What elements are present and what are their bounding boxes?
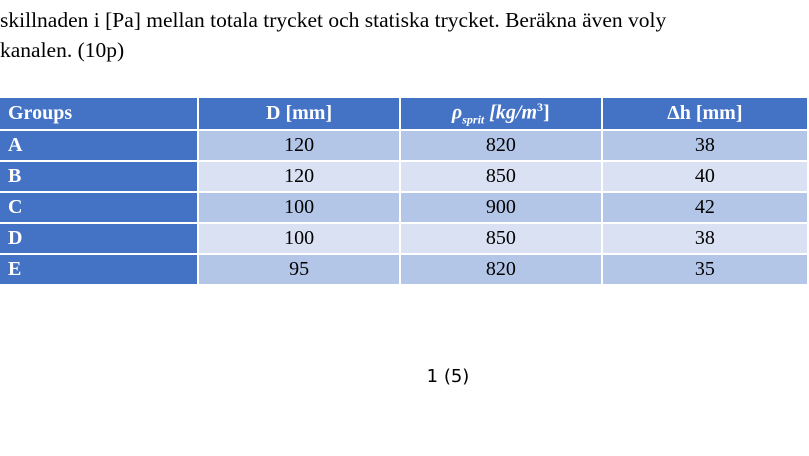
table-row: C 100 900 42: [0, 193, 807, 222]
value-cell: 38: [602, 224, 807, 253]
value-cell: 100: [199, 224, 399, 253]
table-row: B 120 850 40: [0, 162, 807, 191]
group-cell: A: [0, 131, 198, 160]
body-text: skillnaden i [Pa] mellan totala trycket …: [0, 8, 667, 32]
value-cell: 95: [199, 255, 399, 284]
group-cell: E: [0, 255, 198, 284]
header-cell: D [mm]: [199, 98, 399, 129]
value-cell: 120: [199, 131, 399, 160]
value-cell: 100: [199, 193, 399, 222]
table-body: A 120 820 38 B 120 850 40 C 100 900 42 D 100 850 38 E 95 8…: [0, 131, 807, 284]
value-cell: 850: [400, 224, 601, 253]
unit-close: ]: [543, 101, 550, 124]
value-cell: 900: [400, 193, 601, 222]
value-cell: 820: [400, 255, 601, 284]
data-table: Groups D [mm] ρsprit [kg/m3] Δh [mm] A 12…: [0, 96, 809, 286]
header-cell: Groups: [0, 98, 198, 129]
subscript: sprit: [462, 112, 485, 127]
value-cell: 40: [602, 162, 807, 191]
table-row: D 100 850 38: [0, 224, 807, 253]
value-cell: 120: [199, 162, 399, 191]
body-text: kanalen. (10p): [0, 38, 125, 62]
header-cell: ρsprit [kg/m3]: [400, 98, 601, 129]
group-cell: D: [0, 224, 198, 253]
unit: [kg/m: [489, 101, 538, 124]
group-cell: C: [0, 193, 198, 222]
value-cell: 42: [602, 193, 807, 222]
value-cell: 38: [602, 131, 807, 160]
page-number: 1 (5): [426, 366, 470, 387]
value-cell: 820: [400, 131, 601, 160]
value-cell: 35: [602, 255, 807, 284]
symbol: ρ: [451, 101, 463, 124]
superscript: 3: [537, 99, 544, 114]
table-row: A 120 820 38: [0, 131, 807, 160]
table-row: E 95 820 35: [0, 255, 807, 284]
group-cell: B: [0, 162, 198, 191]
value-cell: 850: [400, 162, 601, 191]
header-cell: Δh [mm]: [602, 98, 807, 129]
header-row: Groups D [mm] ρsprit [kg/m3] Δh [mm]: [0, 98, 807, 129]
